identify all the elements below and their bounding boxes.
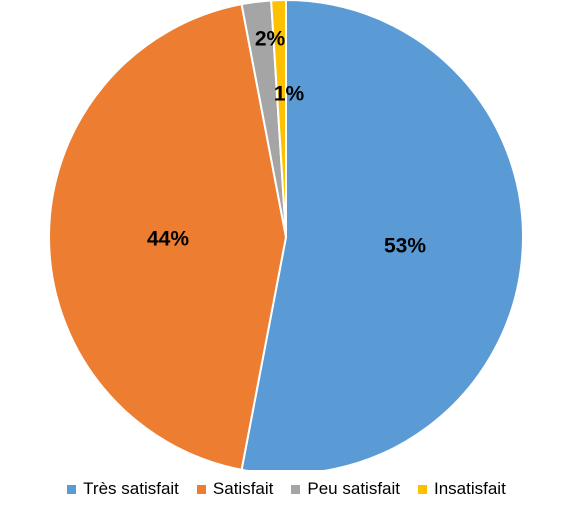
data-label-1: 53% [384,235,426,258]
legend-label: Insatisfait [434,479,506,498]
legend-item-peu-satisfait: Peu satisfait [291,479,400,499]
legend-item-tres-satisfait: Très satisfait [67,479,179,499]
pie-slice-1 [240,0,524,470]
legend-swatch [196,484,206,494]
data-label-4: 1% [274,83,305,106]
legend-label: Peu satisfait [307,479,400,498]
legend-label: Satisfait [212,479,274,498]
legend-swatch [291,484,301,494]
data-label-2: 44% [147,228,189,251]
pie-chart: 53% 44% 2% 1% [48,0,524,470]
legend-item-insatisfait: Insatisfait [418,479,506,499]
pie-data-labels: 53% 44% 2% 1% [147,28,426,258]
legend-label: Très satisfait [83,479,179,498]
legend-item-satisfait: Satisfait [196,479,274,499]
data-label-3: 2% [255,28,286,51]
legend: Très satisfait Satisfait Peu satisfait I… [0,478,573,500]
pie-slices [48,0,524,470]
pie-slice-2 [48,3,288,470]
legend-swatch [67,484,77,494]
pie-slice-4 [270,0,287,238]
legend-swatch [418,484,427,494]
